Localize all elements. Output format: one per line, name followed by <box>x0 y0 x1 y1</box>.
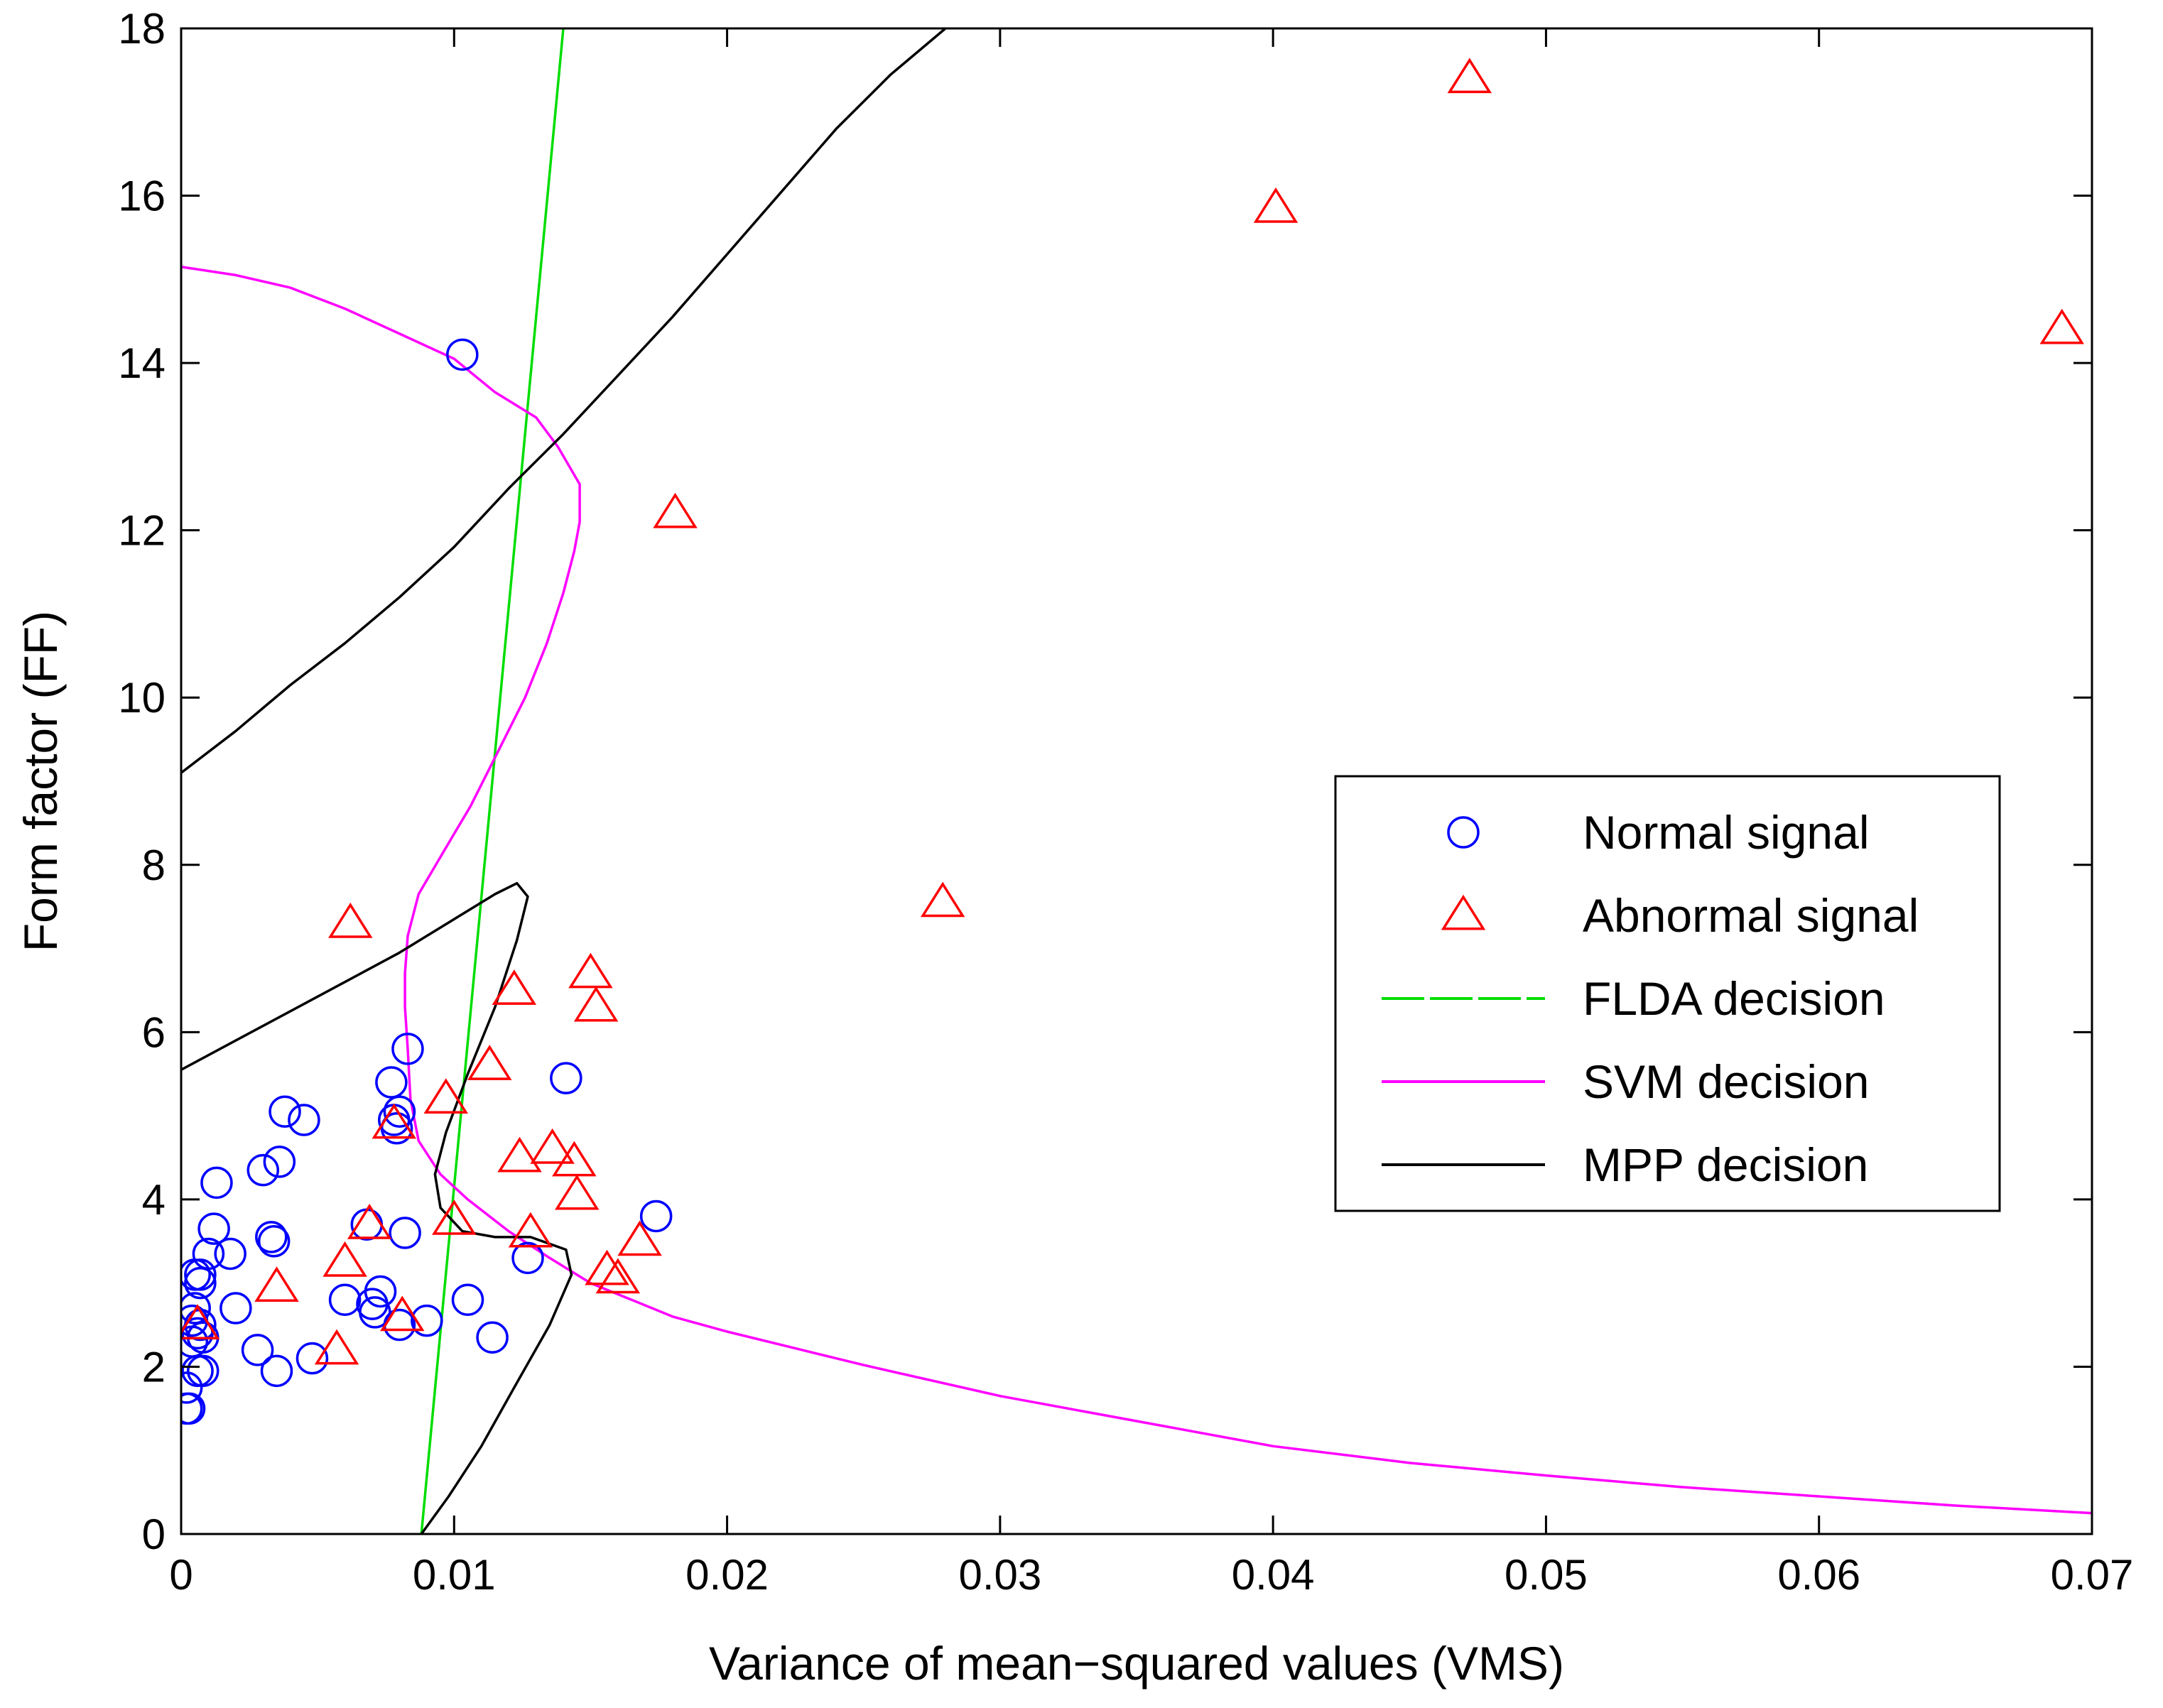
normal-signal-point <box>257 1225 291 1258</box>
normal-signal-point <box>511 1241 544 1275</box>
abnormal-signal-point <box>467 1045 512 1080</box>
axis-layer: 0 0.01 0.02 0.03 0.04 0.05 0.06 0.07 0 2 4 6 8 10 12 14… <box>118 5 2133 1599</box>
normal-signal-point <box>186 1354 219 1388</box>
x-tick-label: 0.02 <box>685 1551 769 1599</box>
abnormal-signal-point <box>432 1200 477 1235</box>
svm-decision-line <box>181 265 2092 1515</box>
normal-signal-point <box>263 1146 296 1178</box>
x-tick-label: 0.07 <box>2051 1551 2134 1599</box>
abnormal-signal-point <box>1253 187 1299 223</box>
abnormal-signal-point <box>423 1078 469 1114</box>
normal-signal-point <box>269 1095 301 1128</box>
abnormal-signal-point <box>595 1258 641 1294</box>
abnormal-signal-point <box>653 492 698 528</box>
normal-signal-point <box>219 1292 252 1324</box>
normal-signal-point <box>288 1104 320 1136</box>
normal-signal-point <box>246 1153 280 1187</box>
normal-signal-point <box>184 1266 217 1300</box>
abnormal-signal-point <box>573 986 619 1022</box>
abnormal-signal-point <box>347 1203 392 1239</box>
legend-box <box>1334 775 2001 1212</box>
y-tick-label: 6 <box>142 1008 166 1056</box>
x-tick-label: 0 <box>169 1551 193 1599</box>
normal-signal-point <box>200 1166 233 1200</box>
normal-signal-point <box>184 1258 217 1291</box>
normal-signal-point <box>255 1221 288 1253</box>
y-tick-label: 16 <box>118 173 166 220</box>
x-tick-label: 0.06 <box>1777 1551 1860 1599</box>
x-axis-label: Variance of mean−squared values (VMS) <box>709 1637 1564 1690</box>
mpp-decision-line <box>181 28 950 774</box>
normal-signal-point <box>364 1275 397 1308</box>
normal-signal-point <box>181 1292 211 1324</box>
legend-items: Normal signal Abnormal signal FLDA decisio… <box>1382 806 1919 1191</box>
y-tick-label: 18 <box>118 5 166 53</box>
normal-signal-point <box>192 1237 225 1271</box>
abnormal-signal-point <box>314 1329 359 1365</box>
abnormal-signal-point <box>508 1212 553 1248</box>
abnormal-signal-point <box>585 1249 629 1285</box>
abnormal-signal-point <box>552 1141 597 1177</box>
normal-signal-point <box>241 1334 274 1366</box>
x-tick-label: 0.01 <box>413 1551 496 1599</box>
y-axis-label: Form factor (FF) <box>14 611 67 952</box>
normal-signal-point <box>446 338 479 371</box>
legend-label: FLDA decision <box>1583 972 1885 1025</box>
legend-normal-signal-marker <box>1447 816 1480 849</box>
abnormal-signal-point <box>568 952 613 989</box>
normal-signal-point <box>181 1392 206 1425</box>
plot-area-frame <box>180 27 2093 1535</box>
normal-signal-point <box>181 1371 203 1404</box>
normal-signal-point <box>639 1200 673 1233</box>
normal-signal-point <box>451 1283 484 1316</box>
abnormal-signal-point <box>554 1174 600 1210</box>
abnormal-signal-point <box>492 969 537 1005</box>
y-tick-label: 10 <box>118 674 166 722</box>
abnormal-signal-point <box>372 1103 416 1139</box>
abnormal-signal-point <box>497 1136 542 1173</box>
series-layer <box>181 28 2092 1534</box>
abnormal-signal-point <box>380 1295 425 1332</box>
normal-signal-point <box>550 1062 582 1094</box>
mpp-decision-line-lower <box>181 881 573 1534</box>
normal-signal-point <box>380 1112 413 1145</box>
x-tick-label: 0.04 <box>1232 1551 1315 1599</box>
normal-signal-point <box>296 1342 329 1375</box>
normal-signal-point <box>383 1095 416 1128</box>
normal-signal-point <box>260 1354 293 1388</box>
normal-signal-point <box>391 1033 424 1065</box>
legend-label: Abnormal signal <box>1583 889 1919 942</box>
normal-signal-point <box>214 1237 246 1271</box>
normal-signal-point <box>328 1283 362 1316</box>
abnormal-signal-point <box>254 1266 299 1302</box>
x-tick-label: 0.03 <box>958 1551 1041 1599</box>
normal-signal-point <box>411 1304 443 1337</box>
abnormal-signal-point <box>1447 58 1492 94</box>
y-tick-label: 4 <box>142 1176 166 1224</box>
abnormal-signal-point <box>322 1241 367 1277</box>
y-tick-label: 2 <box>142 1343 166 1391</box>
normal-signal-point <box>476 1321 509 1354</box>
abnormal-signal-point <box>920 881 965 918</box>
y-tick-label: 12 <box>118 507 166 555</box>
flda-decision-line <box>420 28 565 1534</box>
normal-signal-point <box>389 1217 421 1249</box>
legend-label: Normal signal <box>1583 806 1869 859</box>
abnormal-signal-point <box>181 1304 220 1340</box>
abnormal-signal-point <box>328 902 373 938</box>
abnormal-signal-point <box>2039 308 2084 344</box>
y-tick-label: 14 <box>118 339 166 387</box>
x-tick-label: 0.05 <box>1505 1551 1588 1599</box>
legend: Normal signal Abnormal signal FLDA decisio… <box>1334 775 2001 1212</box>
legend-abnormal-signal-marker <box>1441 894 1486 930</box>
y-tick-label: 0 <box>142 1511 166 1558</box>
normal-signal-point <box>375 1066 408 1099</box>
y-tick-label: 8 <box>142 842 166 889</box>
abnormal-signal-point <box>530 1128 575 1164</box>
legend-label: MPP decision <box>1583 1138 1868 1191</box>
normal-signal-point <box>197 1212 230 1245</box>
abnormal-signal-point <box>617 1220 662 1256</box>
legend-label: SVM decision <box>1583 1055 1870 1108</box>
